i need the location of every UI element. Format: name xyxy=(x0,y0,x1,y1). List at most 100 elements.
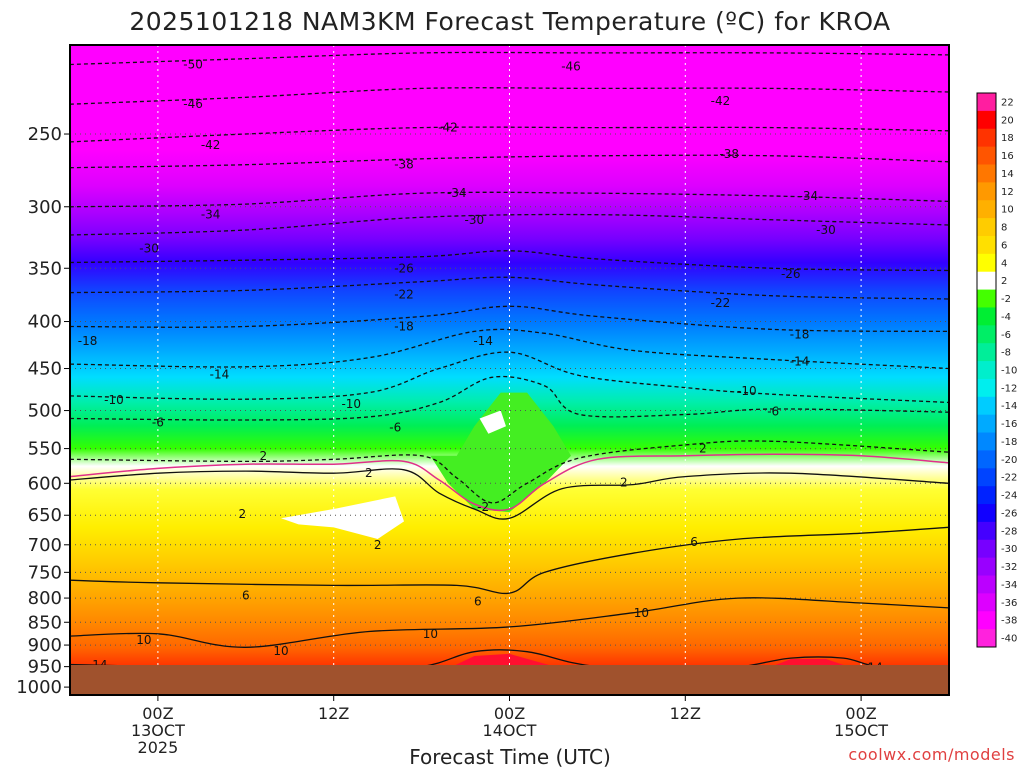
colorbar-label: -34 xyxy=(1001,580,1017,591)
isotherm-label: -42 xyxy=(438,121,458,135)
y-tick-label: 750 xyxy=(28,562,62,583)
colorbar-label: -10 xyxy=(1001,366,1017,377)
colorbar-swatch xyxy=(977,218,996,237)
isotherm-label: -6 xyxy=(767,404,779,418)
isotherm-label: -46 xyxy=(183,97,203,111)
isotherm-label: 2 xyxy=(260,449,268,463)
grid-lines xyxy=(70,45,949,695)
colorbar-label: -36 xyxy=(1001,598,1017,609)
isotherm-label: -26 xyxy=(781,267,801,281)
isotherm-label: -42 xyxy=(201,138,221,152)
isotherm-label: -10 xyxy=(737,384,757,398)
isotherm-labels: -50 -46 -42 -34 -30 -18 -14 -10 -6 -2 -46 -42 -38 -34… xyxy=(46,57,883,674)
colorbar-swatch xyxy=(977,486,996,505)
colorbar-label: 14 xyxy=(1001,169,1014,180)
colorbar-swatch xyxy=(977,93,996,112)
colorbar-swatch xyxy=(977,629,996,648)
colorbar-swatch xyxy=(977,361,996,380)
colorbar-swatch xyxy=(977,128,996,148)
isotherm-label: -18 xyxy=(78,334,98,348)
x-tick-label: 12Z xyxy=(670,704,701,723)
y-tick-label: 1000 xyxy=(16,677,62,698)
isotherm-label: 2 xyxy=(374,538,382,552)
colorbar-label: 8 xyxy=(1001,223,1007,234)
isotherm-0 xyxy=(70,453,949,512)
isotherm-label: 10 xyxy=(634,606,649,620)
isotherm-label: -26 xyxy=(394,261,414,275)
isotherm-label: -34 xyxy=(799,189,819,203)
x-tick-label: 13OCT xyxy=(131,721,185,740)
colorbar-label: -38 xyxy=(1001,616,1017,627)
colorbar-swatch xyxy=(977,253,996,273)
isotherm-label: -2 xyxy=(46,459,58,473)
isotherm--22 xyxy=(70,276,949,300)
colorbar-label: 20 xyxy=(1001,115,1014,126)
isotherm-label: -30 xyxy=(465,213,485,227)
isotherm-label: -34 xyxy=(447,186,467,200)
colorbar-swatch xyxy=(977,414,996,434)
y-tick-label: 300 xyxy=(28,197,62,218)
colorbar-label: -40 xyxy=(1001,634,1017,645)
isotherm-label: 2 xyxy=(365,466,373,480)
colorbar-label: -18 xyxy=(1001,437,1017,448)
colorbar-label: -22 xyxy=(1001,473,1017,484)
colorbar-swatch xyxy=(977,200,996,219)
isotherm-label: -38 xyxy=(394,158,414,172)
credit-text: coolwx.com/models xyxy=(848,745,1015,764)
colorbar-label: -16 xyxy=(1001,419,1017,430)
isotherm-label: 2 xyxy=(238,507,246,521)
chart-title: 2025101218 NAM3KM Forecast Temperature (… xyxy=(129,7,890,36)
colorbar-swatch xyxy=(977,182,996,201)
isotherm-label: 2 xyxy=(699,442,707,456)
colorbar-frame xyxy=(976,92,997,648)
isotherm-label: -22 xyxy=(394,288,414,302)
y-tick-label: 700 xyxy=(28,535,62,556)
isotherm-label: -2 xyxy=(477,500,489,514)
colorbar-label: -28 xyxy=(1001,526,1017,537)
colorbar-swatch xyxy=(977,504,996,523)
isotherm--18 xyxy=(70,305,949,333)
colorbar-label: 18 xyxy=(1001,133,1014,144)
isotherm-label: 6 xyxy=(690,535,698,549)
y-axis-ticks: 2503003504004505005506006507007508008509… xyxy=(16,124,70,698)
colorbar-swatch xyxy=(977,343,996,362)
isotherm-label: -6 xyxy=(389,421,401,435)
x-tick-label: 00Z xyxy=(845,704,876,723)
isotherm-label: 6 xyxy=(474,595,482,609)
y-tick-label: 500 xyxy=(28,401,62,422)
isotherm-label: -10 xyxy=(104,393,124,407)
isotherm-label: -14 xyxy=(473,334,493,348)
colorbar-swatch xyxy=(977,146,996,165)
colorbar-label: -2 xyxy=(1001,294,1011,305)
isotherm-label: -30 xyxy=(139,241,159,255)
isotherm-6 xyxy=(70,526,949,595)
isotherm-label: 10 xyxy=(273,644,288,658)
isotherm-label: -38 xyxy=(719,147,739,161)
colorbar-swatch xyxy=(977,378,996,398)
isotherm-label: 2 xyxy=(620,476,628,490)
colorbar-swatch xyxy=(977,450,996,469)
isotherm-label: -30 xyxy=(816,223,836,237)
isotherm-label: -6 xyxy=(152,415,164,429)
isotherm--2 xyxy=(70,440,949,504)
isotherm-label: -42 xyxy=(711,94,731,108)
colorbar-swatch xyxy=(977,432,996,451)
colorbar-swatch xyxy=(977,271,996,291)
x-tick-label: 00Z xyxy=(494,704,525,723)
isotherm--6 xyxy=(70,375,949,421)
colorbar-swatch xyxy=(977,539,996,559)
y-tick-label: 800 xyxy=(28,588,62,609)
colorbar-swatch xyxy=(977,307,996,326)
colorbar: 22 20 18 16 14 12 10 8 6 4 2 -2 -4 -6 -8 -10 -12 -14 -16 -1… xyxy=(976,92,1017,648)
y-tick-label: 850 xyxy=(28,612,62,633)
colorbar-label: -12 xyxy=(1001,383,1017,394)
isotherm-label: -10 xyxy=(341,397,361,411)
isotherm-label: -14 xyxy=(790,354,810,368)
isotherm-2 xyxy=(70,468,949,520)
y-tick-label: 650 xyxy=(28,505,62,526)
colorbar-label: 10 xyxy=(1001,205,1014,216)
colorbar-swatch xyxy=(977,557,996,577)
colorbar-label: -30 xyxy=(1001,544,1017,555)
cold-dome-region xyxy=(430,392,572,513)
isotherm--14 xyxy=(70,328,949,370)
